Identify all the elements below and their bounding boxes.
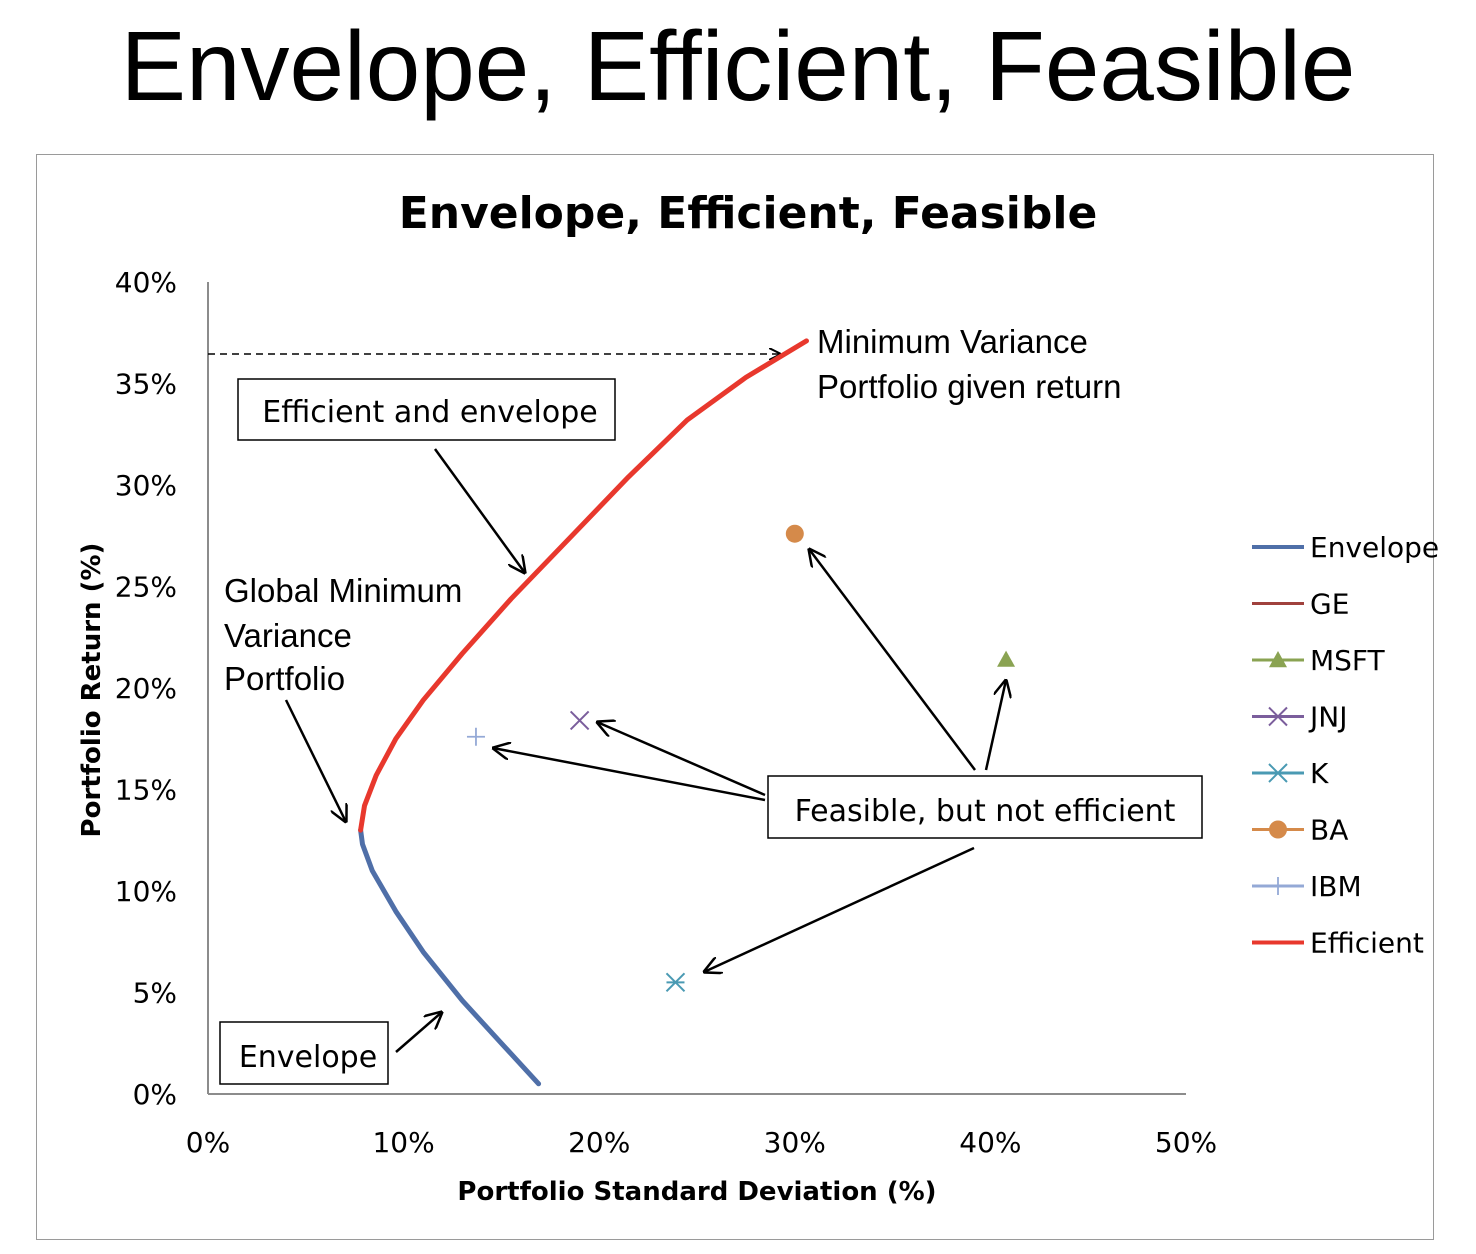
legend-label-ibm: IBM: [1310, 870, 1362, 903]
annotation-min-variance-line2: Portfolio given return: [817, 368, 1122, 405]
point-jnj: [569, 710, 590, 731]
arrow-to-jnj: [597, 722, 766, 797]
arrow-to-k: [704, 846, 975, 972]
annotation-min-variance: Minimum Variance Portfolio given return: [817, 323, 1122, 405]
x-tick-label: 20%: [568, 1126, 630, 1159]
annotation-gmv-line2: Variance: [224, 617, 352, 654]
annotation-min-variance-line1: Minimum Variance: [817, 323, 1088, 360]
slide-title: Envelope, Efficient, Feasible: [120, 11, 1356, 121]
legend-marker-k: [1268, 763, 1288, 783]
legend-marker-jnj: [1268, 706, 1288, 727]
annotation-box-envelope: Envelope: [219, 1021, 389, 1085]
y-tick-label: 0%: [133, 1078, 177, 1111]
y-tick-label: 40%: [115, 266, 177, 299]
x-tick-label: 50%: [1155, 1126, 1217, 1159]
annotation-gmv: Global Minimum Variance Portfolio: [224, 572, 472, 697]
y-tick-label: 25%: [115, 571, 177, 604]
legend-label-k: K: [1310, 757, 1329, 790]
y-tick-label: 20%: [115, 672, 177, 705]
legend-label-jnj: JNJ: [1308, 701, 1347, 734]
point-msft: [997, 650, 1016, 667]
arrow-efficient: [433, 448, 525, 573]
y-tick-label: 30%: [115, 469, 177, 502]
y-tick-label: 35%: [115, 368, 177, 401]
y-tick-label: 15%: [115, 774, 177, 807]
axes: [207, 282, 1186, 1095]
annotation-box-efficient-frame: [237, 378, 616, 441]
legend-label-efficient: Efficient: [1310, 927, 1424, 960]
y-axis-title: Portfolio Return (%): [77, 543, 107, 838]
arrow-gmv: [284, 699, 346, 822]
annotation-box-feasible-text: Feasible, but not efficient: [795, 794, 1176, 829]
annotation-gmv-line1: Global Minimum: [224, 572, 462, 609]
x-tick-label: 30%: [764, 1126, 826, 1159]
arrow-to-ba: [809, 549, 976, 771]
legend-label-ge: GE: [1310, 588, 1349, 621]
annotation-box-envelope-frame: [219, 1021, 389, 1085]
x-axis-title: Portfolio Standard Deviation (%): [457, 1177, 936, 1207]
legend-label-ba: BA: [1310, 814, 1348, 847]
legend: Envelope GE MSFT JNJ K BA IBM Efficient: [1252, 531, 1439, 960]
legend-marker-ba: [1269, 820, 1287, 839]
annotation-box-efficient: Efficient and envelope: [237, 378, 616, 441]
chart-frame: [36, 154, 1434, 1240]
point-ibm: [466, 727, 485, 746]
x-tick-label: 0%: [186, 1126, 230, 1159]
x-tick-label: 40%: [959, 1126, 1021, 1159]
point-k: [665, 972, 686, 993]
y-tick-label: 5%: [133, 977, 177, 1010]
y-tick-labels: 0% 5% 10% 15% 20% 25% 30% 35% 40%: [115, 266, 177, 1111]
x-tick-label: 10%: [372, 1126, 434, 1159]
point-ba: [785, 524, 804, 543]
annotation-gmv-line3: Portfolio: [224, 660, 345, 697]
annotation-box-efficient-text: Efficient and envelope: [262, 395, 597, 430]
series-line-envelope: [358, 827, 542, 1087]
annotation-box-envelope-text: Envelope: [239, 1040, 377, 1075]
y-tick-label: 10%: [115, 875, 177, 908]
series-layer: [358, 338, 1016, 1087]
annotation-box-feasible: Feasible, but not efficient: [767, 775, 1203, 839]
x-tick-labels: 0% 10% 20% 30% 40% 50%: [186, 1126, 1217, 1159]
annotation-box-feasible-frame: [767, 775, 1203, 839]
arrow-envelope: [395, 1012, 442, 1053]
legend-marker-msft: [1269, 651, 1287, 668]
arrow-to-msft: [984, 680, 1006, 771]
legend-label-envelope: Envelope: [1310, 531, 1439, 564]
arrow-to-ibm: [493, 748, 766, 802]
series-line-efficient: [358, 338, 809, 833]
annotation-arrows: [284, 448, 1006, 1053]
legend-marker-ibm: [1269, 877, 1287, 895]
legend-label-msft: MSFT: [1310, 644, 1386, 677]
chart-title: Envelope, Efficient, Feasible: [399, 188, 1098, 239]
